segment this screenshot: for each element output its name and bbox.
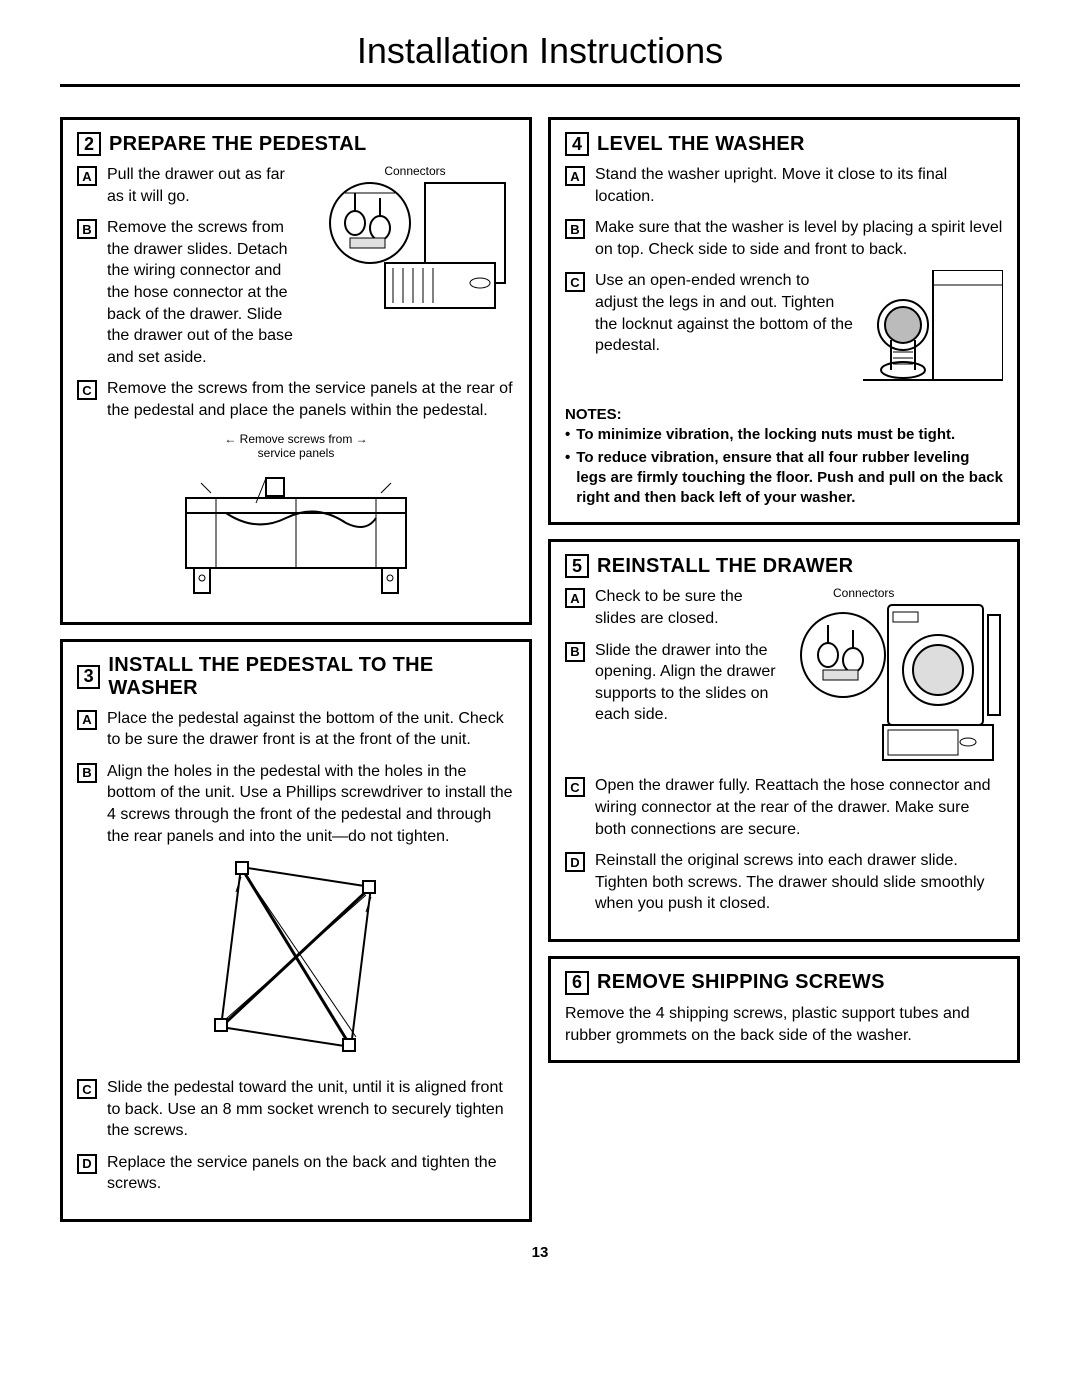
step-letter: C bbox=[565, 777, 585, 797]
section-reinstall-drawer: 5 REINSTALL THE DRAWER A Check to be sur… bbox=[548, 539, 1020, 942]
step-letter: D bbox=[565, 852, 585, 872]
step-letter: A bbox=[565, 166, 585, 186]
section-title: INSTALL THE PEDESTAL TO THE WASHER bbox=[108, 654, 515, 700]
section-number: 3 bbox=[77, 665, 100, 689]
step-text: Make sure that the washer is level by pl… bbox=[595, 217, 1003, 260]
step-letter: C bbox=[77, 380, 97, 400]
section-prepare-pedestal: 2 PREPARE THE PEDESTAL A Pull the drawer… bbox=[60, 117, 532, 625]
section-number: 2 bbox=[77, 132, 101, 156]
step-text: Use an open-ended wrench to adjust the l… bbox=[595, 270, 853, 356]
step-letter: C bbox=[565, 272, 585, 292]
washer-drawer-illustration bbox=[793, 600, 1003, 770]
step-letter: A bbox=[77, 710, 97, 730]
section-number: 4 bbox=[565, 132, 589, 156]
service-panel-illustration bbox=[166, 468, 426, 598]
step-text: Slide the drawer into the opening. Align… bbox=[595, 640, 783, 726]
step-letter: B bbox=[565, 219, 585, 239]
section-title: PREPARE THE PEDESTAL bbox=[109, 133, 367, 156]
step-text: Pull the drawer out as far as it will go… bbox=[107, 164, 305, 207]
note-item: To minimize vibration, the locking nuts … bbox=[565, 425, 1003, 445]
step-text: Stand the washer upright. Move it close … bbox=[595, 164, 1003, 207]
step-text: Align the holes in the pedestal with the… bbox=[107, 761, 515, 847]
step-text: Remove the screws from the drawer slides… bbox=[107, 217, 305, 368]
step-letter: A bbox=[77, 166, 97, 186]
step-letter: B bbox=[565, 642, 585, 662]
step-text: Slide the pedestal toward the unit, unti… bbox=[107, 1077, 515, 1142]
step-text: Open the drawer fully. Reattach the hose… bbox=[595, 775, 1003, 840]
section-title: LEVEL THE WASHER bbox=[597, 133, 805, 156]
step-text: Remove the screws from the service panel… bbox=[107, 378, 515, 421]
section-body: Remove the 4 shipping screws, plastic su… bbox=[565, 1003, 1003, 1046]
step-text: Replace the service panels on the back a… bbox=[107, 1152, 515, 1195]
section-number: 5 bbox=[565, 554, 589, 578]
section-level-washer: 4 LEVEL THE WASHER A Stand the washer up… bbox=[548, 117, 1020, 525]
step-text: Place the pedestal against the bottom of… bbox=[107, 708, 515, 751]
page-title: Installation Instructions bbox=[60, 30, 1020, 87]
step-letter: B bbox=[77, 219, 97, 239]
section-title: REMOVE SHIPPING SCREWS bbox=[597, 971, 885, 994]
pedestal-x-frame-illustration bbox=[191, 857, 401, 1067]
step-letter: B bbox=[77, 763, 97, 783]
figure-label: Connectors bbox=[315, 164, 515, 178]
section-number: 6 bbox=[565, 971, 589, 995]
step-letter: C bbox=[77, 1079, 97, 1099]
notes-label: NOTES: bbox=[565, 406, 1003, 423]
step-letter: A bbox=[565, 588, 585, 608]
page-number: 13 bbox=[60, 1244, 1020, 1261]
pedestal-drawer-illustration bbox=[315, 178, 515, 328]
section-title: REINSTALL THE DRAWER bbox=[597, 555, 853, 578]
note-item: To reduce vibration, ensure that all fou… bbox=[565, 448, 1003, 509]
figure-caption: ← Remove screws from → service panels bbox=[77, 432, 515, 460]
section-remove-shipping-screws: 6 REMOVE SHIPPING SCREWS Remove the 4 sh… bbox=[548, 956, 1020, 1063]
section-install-pedestal: 3 INSTALL THE PEDESTAL TO THE WASHER A P… bbox=[60, 639, 532, 1223]
step-letter: D bbox=[77, 1154, 97, 1174]
leveling-leg-illustration bbox=[863, 270, 1003, 400]
step-text: Reinstall the original screws into each … bbox=[595, 850, 1003, 915]
step-text: Check to be sure the slides are closed. bbox=[595, 586, 783, 629]
figure-label: Connectors bbox=[793, 586, 1003, 600]
